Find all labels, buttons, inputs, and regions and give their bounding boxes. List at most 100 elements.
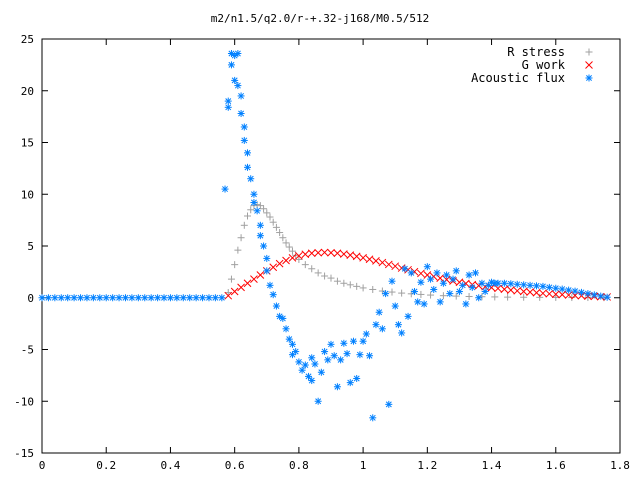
data-point bbox=[577, 288, 585, 296]
data-point bbox=[410, 288, 418, 296]
cross-b bbox=[365, 255, 374, 264]
data-point bbox=[401, 265, 409, 273]
star-b bbox=[311, 361, 318, 367]
data-point bbox=[240, 221, 248, 229]
data-point bbox=[339, 250, 348, 258]
star-b bbox=[238, 92, 245, 99]
star-b bbox=[347, 379, 354, 386]
data-point bbox=[269, 218, 277, 226]
data-point bbox=[244, 149, 252, 157]
star-b bbox=[299, 367, 306, 374]
data-point bbox=[545, 289, 554, 298]
data-point bbox=[327, 248, 335, 257]
star-b bbox=[578, 289, 585, 296]
data-point bbox=[375, 308, 383, 316]
data-point bbox=[539, 282, 547, 290]
data-point bbox=[295, 255, 303, 263]
data-point bbox=[320, 248, 329, 257]
star-b bbox=[520, 281, 527, 288]
data-point bbox=[597, 292, 605, 300]
star-b bbox=[244, 164, 251, 171]
data-point bbox=[475, 294, 483, 302]
star-b bbox=[225, 98, 232, 105]
x-tick-label: 1.2 bbox=[417, 459, 437, 472]
star-b bbox=[382, 290, 389, 297]
data-point bbox=[89, 294, 97, 302]
star-b bbox=[305, 373, 312, 380]
data-point bbox=[179, 294, 187, 302]
star-b bbox=[478, 280, 485, 287]
star-b bbox=[433, 269, 440, 276]
star-b bbox=[321, 348, 328, 355]
data-point bbox=[436, 298, 444, 306]
x-tick-label: 1.4 bbox=[482, 459, 502, 472]
star-b bbox=[572, 288, 579, 295]
data-point bbox=[224, 103, 232, 111]
data-point bbox=[77, 294, 85, 302]
cross-b bbox=[417, 269, 425, 278]
star-b bbox=[424, 263, 431, 270]
star-b bbox=[398, 329, 405, 336]
data-point bbox=[51, 294, 59, 302]
data-point bbox=[237, 92, 245, 100]
data-point bbox=[186, 294, 194, 302]
data-point bbox=[154, 294, 162, 302]
data-point bbox=[243, 279, 252, 288]
data-point bbox=[552, 284, 560, 292]
star-b bbox=[238, 110, 245, 117]
star-b bbox=[533, 282, 540, 289]
star-b bbox=[234, 82, 241, 89]
star-b bbox=[379, 325, 386, 332]
star-b bbox=[186, 294, 193, 301]
data-point bbox=[237, 110, 245, 118]
cross-b bbox=[307, 249, 316, 258]
cross-b bbox=[558, 290, 567, 299]
data-point bbox=[423, 271, 432, 279]
data-point bbox=[506, 286, 515, 294]
star-b bbox=[318, 369, 325, 376]
data-point bbox=[491, 293, 499, 301]
star-b bbox=[456, 288, 463, 295]
data-point bbox=[365, 255, 374, 264]
data-point bbox=[494, 279, 502, 287]
data-point bbox=[423, 263, 431, 271]
chart-title: m2/n1.5/q2.0/r-+.32-j168/M0.5/512 bbox=[211, 12, 430, 25]
star-b bbox=[372, 321, 379, 328]
star-b bbox=[450, 276, 457, 283]
data-point bbox=[121, 294, 129, 302]
star-b bbox=[225, 104, 232, 111]
star-b bbox=[250, 191, 257, 198]
data-point bbox=[314, 269, 322, 277]
star-b bbox=[446, 290, 453, 297]
data-point bbox=[439, 292, 447, 300]
star-b bbox=[273, 303, 280, 310]
data-point bbox=[349, 337, 357, 345]
plot-frame bbox=[41, 38, 621, 454]
data-point bbox=[263, 254, 271, 262]
cross-b bbox=[320, 248, 329, 257]
data-point bbox=[388, 288, 396, 296]
data-point bbox=[398, 329, 406, 337]
star-b bbox=[475, 294, 482, 301]
data-point bbox=[417, 278, 425, 286]
data-point bbox=[237, 234, 245, 242]
star-b bbox=[385, 401, 392, 408]
star-b bbox=[292, 348, 299, 355]
data-point bbox=[230, 287, 239, 296]
data-point bbox=[352, 252, 361, 261]
star-b bbox=[366, 352, 373, 359]
data-point bbox=[439, 279, 447, 287]
data-point bbox=[311, 360, 319, 368]
data-point bbox=[314, 248, 323, 257]
data-point bbox=[472, 269, 479, 277]
data-point bbox=[64, 294, 72, 302]
cross-b bbox=[295, 251, 303, 260]
cross-b bbox=[391, 262, 400, 271]
data-point bbox=[519, 287, 528, 296]
data-point bbox=[205, 294, 213, 302]
star-b bbox=[83, 294, 90, 301]
star-b bbox=[462, 300, 469, 307]
star-b bbox=[597, 293, 604, 300]
star-b bbox=[161, 294, 168, 301]
star-b bbox=[263, 267, 270, 274]
